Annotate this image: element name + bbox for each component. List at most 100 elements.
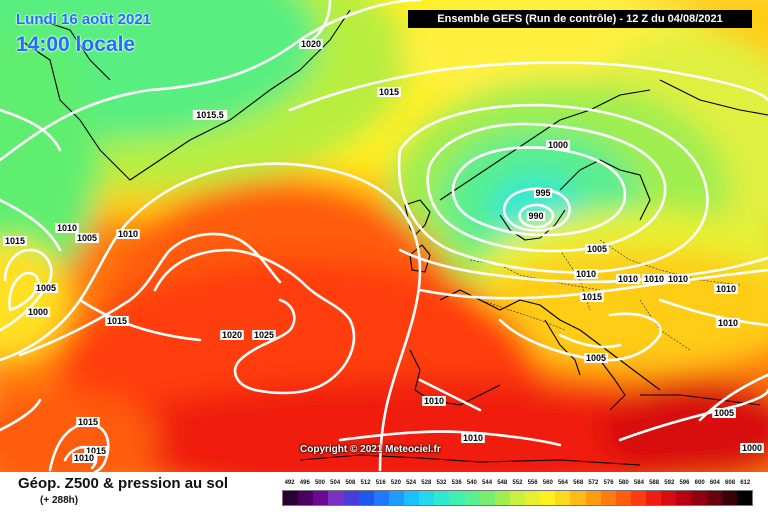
pressure-label-bg: [377, 87, 401, 97]
pressure-label-1020-azores: 1020: [222, 330, 242, 340]
geopotential-field: [0, 0, 768, 472]
scale-swatch: [646, 491, 662, 505]
scale-label: 504: [330, 480, 341, 486]
pressure-label-bg: [220, 330, 244, 340]
pressure-label-1020-north: 1020: [301, 39, 321, 49]
pressure-label-bg: [422, 396, 446, 406]
isobars: [0, 0, 768, 472]
pressure-label-1015-south: 1015: [78, 417, 98, 427]
pressure-label-bg: [546, 140, 570, 150]
pressure-label-1010-south-low: 1010: [74, 453, 94, 463]
scale-label: 564: [557, 480, 568, 486]
pressure-label-1025-azores: 1025: [254, 330, 274, 340]
pressure-label-bg: [616, 274, 640, 284]
pressure-label-1005-baltic: 1005: [587, 244, 607, 254]
scale-swatch: [298, 491, 314, 505]
pressure-label-bg: [192, 110, 228, 120]
scale-label: 576: [603, 480, 614, 486]
pressure-label-1000-scandinavia: 1000: [548, 140, 568, 150]
pressure-label-bg: [75, 233, 99, 243]
scale-swatch: [600, 491, 616, 505]
scale-swatch: [404, 491, 420, 505]
local-time: 14:00 locale: [16, 33, 136, 56]
scale-label: 552: [512, 480, 523, 486]
scale-swatch: [358, 491, 374, 505]
scale-label: 592: [664, 480, 675, 486]
pressure-label-bg: [34, 283, 58, 293]
scale-label: 496: [299, 480, 310, 486]
scale-label: 568: [573, 480, 584, 486]
pressure-label-1000-middle-east: 1000: [742, 443, 762, 453]
color-scale-labels: 492 496 500 504 508 512 516 520 524 528 532 536 540 5…: [282, 478, 753, 489]
scale-label: 604: [709, 480, 720, 486]
pressure-label-bg: [84, 446, 108, 456]
scale-swatch: [388, 491, 404, 505]
forecast-date: Lundi 16 août 2021: [16, 11, 152, 28]
pressure-label-bg: [533, 188, 553, 198]
scale-swatch: [328, 491, 344, 505]
copyright: Copyright © 2021 Meteociel.fr: [300, 444, 441, 455]
pressure-label-bg: [716, 318, 740, 328]
pressure-label-bg: [116, 229, 140, 239]
scale-swatch: [343, 491, 359, 505]
scale-label: 536: [451, 480, 462, 486]
scale-label: 612: [740, 480, 751, 486]
scale-swatch: [509, 491, 525, 505]
pressure-label-1010-mid-atlantic: 1010: [118, 229, 138, 239]
scale-swatch: [419, 491, 435, 505]
pressure-label-bg: [461, 433, 485, 443]
pressure-label-1015-north-atlantic: 1015: [379, 87, 399, 97]
scale-label: 532: [436, 480, 447, 486]
scale-swatch: [373, 491, 389, 505]
pressure-label-bg: [299, 39, 323, 49]
scale-swatch: [615, 491, 631, 505]
pressure-label-bg: [740, 443, 764, 453]
pressure-label-bg: [72, 453, 96, 463]
scale-label: 520: [390, 480, 401, 486]
pressure-label-1010-far-east: 1010: [718, 318, 738, 328]
pressure-label-bg: [642, 274, 666, 284]
pressure-label-1005-west: 1005: [77, 233, 97, 243]
scale-swatch: [494, 491, 510, 505]
pressure-label-bg: [105, 316, 129, 326]
scale-label: 588: [649, 480, 660, 486]
pressure-label-bg: [666, 274, 690, 284]
pressure-label-995-low: 995: [535, 188, 550, 198]
scale-swatch: [691, 491, 707, 505]
color-scale-swatches: [282, 490, 753, 506]
pressure-label-1015-5-greenland: 1015.5: [196, 110, 224, 120]
scale-swatch: [676, 491, 692, 505]
scale-label: 508: [345, 480, 356, 486]
scale-label: 556: [527, 480, 538, 486]
pressure-label-1010-ukraine: 1010: [644, 274, 664, 284]
scale-label: 524: [406, 480, 417, 486]
forecast-offset: (+ 288h): [40, 495, 79, 506]
color-scale: 492 496 500 504 508 512 516 520 524 528 532 536 540 5…: [282, 478, 753, 508]
pressure-label-1010-east: 1010: [716, 284, 736, 294]
scale-swatch: [540, 491, 556, 505]
pressure-label-1005-balkans: 1005: [586, 353, 606, 363]
scale-swatch: [464, 491, 480, 505]
pressure-label-bg: [714, 284, 738, 294]
run-info-banner: Ensemble GEFS (Run de contrôle) - 12 Z d…: [408, 10, 752, 28]
scale-swatch: [585, 491, 601, 505]
parameter-title: Géop. Z500 & pression au sol: [18, 475, 229, 492]
pressure-label-990-low: 990: [528, 211, 543, 221]
pressure-label-1010-russia: 1010: [668, 274, 688, 284]
pressure-label-bg: [585, 244, 609, 254]
scale-label: 596: [679, 480, 690, 486]
pressure-label-1010-north-africa: 1010: [463, 433, 483, 443]
pressure-label-1005-turkey: 1005: [714, 408, 734, 418]
scale-swatch: [525, 491, 541, 505]
scale-label: 492: [284, 480, 295, 486]
scale-label: 528: [421, 480, 432, 486]
pressure-label-bg: [3, 236, 27, 246]
scale-swatch: [479, 491, 495, 505]
pressure-label-1010-poland: 1010: [618, 274, 638, 284]
scale-label: 572: [588, 480, 599, 486]
pressure-label-bg: [55, 223, 79, 233]
pressure-label-1015-west-edge: 1015: [5, 236, 25, 246]
pressure-label-bg: [76, 417, 100, 427]
pressure-label-bg: [712, 408, 736, 418]
pressure-label-bg: [252, 330, 276, 340]
